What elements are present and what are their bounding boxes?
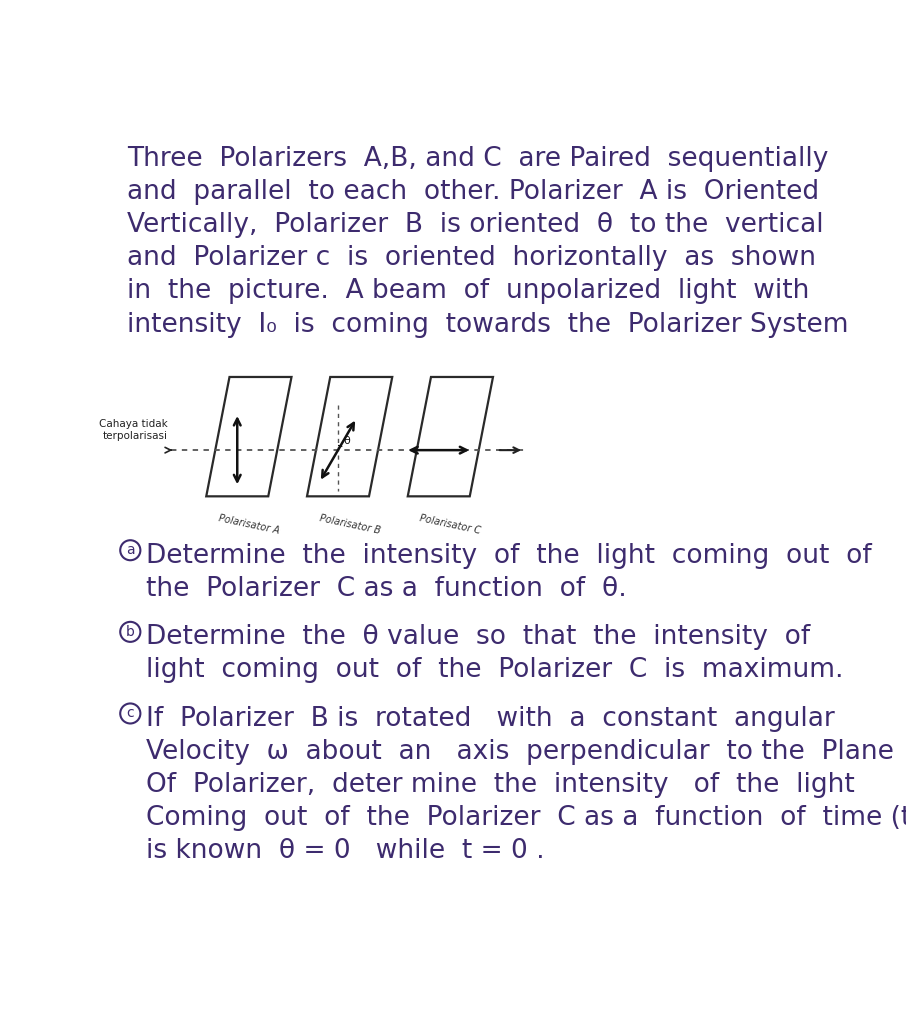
Text: and  Polarizer c  is  oriented  horizontally  as  shown: and Polarizer c is oriented horizontally… bbox=[127, 246, 816, 271]
Text: Polarisator A: Polarisator A bbox=[217, 513, 280, 536]
Text: the  Polarizer  C as a  function  of  θ.: the Polarizer C as a function of θ. bbox=[146, 575, 627, 602]
Text: Three  Polarizers  A,B, and C  are Paired  sequentially: Three Polarizers A,B, and C are Paired s… bbox=[127, 146, 829, 172]
Text: Polarisator C: Polarisator C bbox=[419, 513, 482, 536]
Text: Of  Polarizer,  deter mine  the  intensity   of  the  light: Of Polarizer, deter mine the intensity o… bbox=[146, 772, 854, 798]
Text: c: c bbox=[127, 707, 134, 721]
Text: Velocity  ω  about  an   axis  perpendicular  to the  Plane: Velocity ω about an axis perpendicular t… bbox=[146, 739, 893, 765]
Text: in  the  picture.  A beam  of  unpolarized  light  with: in the picture. A beam of unpolarized li… bbox=[127, 279, 810, 304]
Text: a: a bbox=[126, 543, 135, 557]
Text: b: b bbox=[126, 625, 135, 639]
Text: Cahaya tidak
terpolarisasi: Cahaya tidak terpolarisasi bbox=[99, 419, 168, 441]
Text: Coming  out  of  the  Polarizer  C as a  function  of  time (t).: Coming out of the Polarizer C as a funct… bbox=[146, 805, 906, 831]
Text: is known  θ = 0   while  t = 0 .: is known θ = 0 while t = 0 . bbox=[146, 839, 545, 864]
Text: Determine  the  intensity  of  the  light  coming  out  of: Determine the intensity of the light com… bbox=[146, 543, 872, 568]
Text: Polarisator B: Polarisator B bbox=[318, 513, 381, 536]
Text: and  parallel  to each  other. Polarizer  A is  Oriented: and parallel to each other. Polarizer A … bbox=[127, 179, 819, 205]
Text: intensity  I₀  is  coming  towards  the  Polarizer System: intensity I₀ is coming towards the Polar… bbox=[127, 311, 849, 338]
Text: If  Polarizer  B is  rotated   with  a  constant  angular: If Polarizer B is rotated with a constan… bbox=[146, 706, 834, 732]
Text: Vertically,  Polarizer  B  is oriented  θ  to the  vertical: Vertically, Polarizer B is oriented θ to… bbox=[127, 212, 824, 239]
Text: θ: θ bbox=[343, 436, 351, 445]
Text: Determine  the  θ value  so  that  the  intensity  of: Determine the θ value so that the intens… bbox=[146, 625, 810, 650]
Text: light  coming  out  of  the  Polarizer  C  is  maximum.: light coming out of the Polarizer C is m… bbox=[146, 657, 843, 683]
